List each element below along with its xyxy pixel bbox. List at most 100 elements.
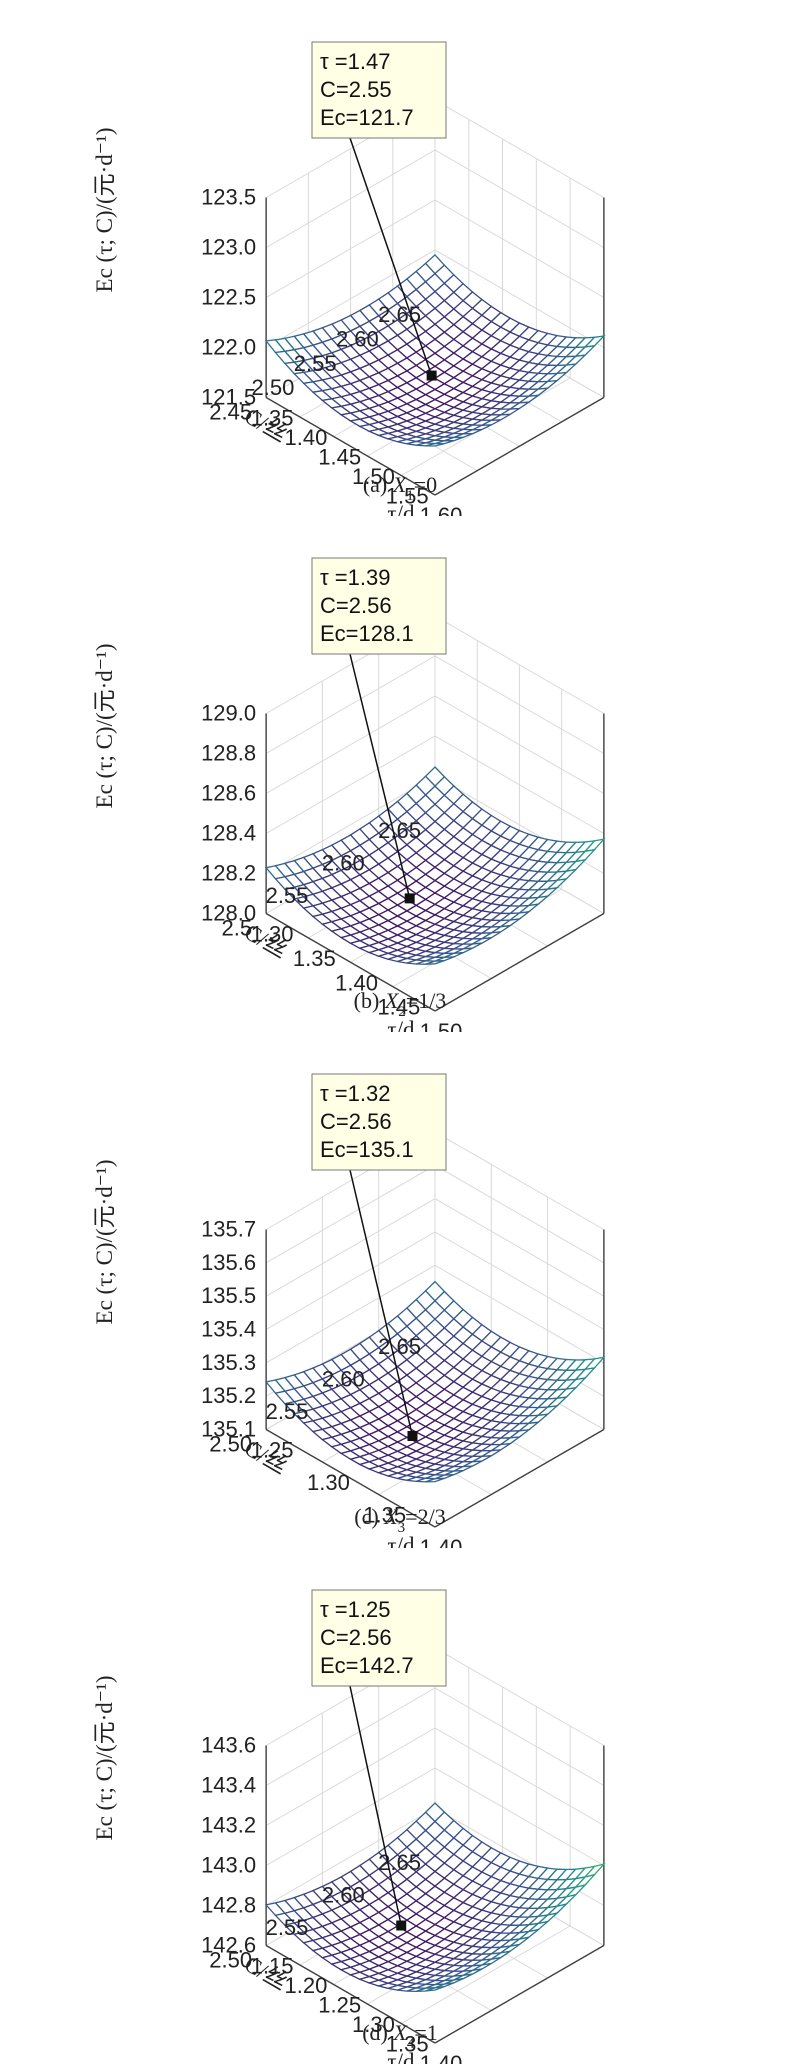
gridline-z <box>265 655 436 754</box>
gridline-z <box>434 1727 605 1826</box>
gridline-z <box>265 775 436 874</box>
y-tick-label: 2.50 <box>209 1432 252 1457</box>
z-axis-label: Ec (τ; C)/(元·d⁻¹) <box>92 644 117 809</box>
annotation-leader <box>349 137 433 376</box>
surface-cell <box>425 959 445 965</box>
gridline-x <box>400 1925 571 2024</box>
z-tick-label: 129.0 <box>201 701 256 726</box>
y-tick-label: 2.60 <box>322 851 365 876</box>
x-axis-label: τ/d <box>387 501 415 516</box>
surface-chart-3: 142.6142.8143.0143.2143.4143.62.502.552.… <box>92 1589 606 2065</box>
x-tick-label: 1.40 <box>284 425 327 450</box>
z-ticks: 121.5 122.0 122.5 123.0 123.5 <box>201 185 256 410</box>
axis-line <box>434 1428 605 1528</box>
y-tick-label: 2.65 <box>378 302 421 327</box>
gridline-z <box>434 1687 605 1786</box>
x-tick-label: 1.30 <box>251 922 294 947</box>
x-tick-label: 1.25 <box>251 1438 294 1463</box>
gridline-z <box>434 1264 605 1364</box>
gridline-z <box>265 1807 436 1906</box>
z-ticks: 135.1 135.2 135.3 135.4 135.5 135.6 135.7 <box>201 1217 256 1442</box>
x-tick-label: 1.25 <box>318 1993 361 2018</box>
x-ticks: 1.351.401.451.501.551.60 <box>251 406 463 517</box>
chart-caption: (d) X4=1 <box>362 2020 438 2052</box>
annotation-box <box>311 557 447 655</box>
axes-box <box>265 197 605 496</box>
x-tick-label: 1.50 <box>352 464 395 489</box>
axis-line <box>434 912 605 1012</box>
x-tick-label: 1.45 <box>377 995 420 1020</box>
x-ticks: 1.25 1.30 1.35 1.40 <box>251 1438 463 1549</box>
annotation-leader <box>349 1169 414 1437</box>
surface-mesh <box>264 1280 606 1483</box>
surface-mesh <box>264 1802 606 1993</box>
y-tick-label: 2.65 <box>378 818 421 843</box>
z-tick-label: 135.2 <box>201 1383 256 1408</box>
annotation-line: Ec=128.1 <box>320 621 414 646</box>
y-tick-label: 2.45 <box>209 400 252 425</box>
annotation-line: Ec=121.7 <box>320 105 414 130</box>
chart-panel-0: 121.5 122.0 122.5 123.0 123.5 2.45 2.50 2.55 2.6… <box>0 0 800 516</box>
z-axis-label: Ec (τ; C)/(元·d⁻¹) <box>92 1160 117 1325</box>
z-tick-label: 142.6 <box>201 1933 256 1958</box>
x-tick-label: 1.50 <box>420 1019 463 1032</box>
x-tick-label: 1.35 <box>363 1503 406 1528</box>
gridline-z <box>434 249 605 348</box>
surface-cell <box>425 1477 445 1483</box>
axes-box <box>265 1229 605 1528</box>
y-tick-label: 2.50 <box>209 1948 252 1973</box>
x-tick-label: 1.30 <box>307 1470 350 1495</box>
x-tick-label: 1.35 <box>293 946 336 971</box>
z-tick-label: 143.2 <box>201 1813 256 1838</box>
gridline-z <box>265 1164 436 1264</box>
gridline-z <box>265 1687 436 1786</box>
annotation-box <box>311 1073 447 1171</box>
z-ticks: 142.6 142.8 143.0 143.2 143.4 143.6 <box>201 1733 256 1958</box>
axis-line <box>265 1428 436 1528</box>
annotation-line: C=2.55 <box>320 77 392 102</box>
axes-box <box>265 1745 605 2044</box>
z-tick-label: 128.6 <box>201 781 256 806</box>
gridline-z <box>434 199 605 298</box>
z-tick-label: 135.1 <box>201 1417 256 1442</box>
z-tick-label: 128.8 <box>201 741 256 766</box>
optimum-point <box>407 1431 418 1441</box>
x-tick-label: 1.35 <box>251 406 294 431</box>
x-ticks: 1.151.201.251.301.351.40 <box>251 1954 463 2065</box>
z-tick-label: 142.8 <box>201 1893 256 1918</box>
gridline-z <box>265 1264 436 1364</box>
annotation-line: C=2.56 <box>320 1625 392 1650</box>
axis-line <box>434 1944 605 2044</box>
annotation-line: τ =1.39 <box>320 565 390 590</box>
x-tick-label: 1.40 <box>420 2051 463 2064</box>
surface-chart-0: 121.5122.0122.5123.0123.52.452.502.552.6… <box>92 41 606 517</box>
surface-mesh <box>264 766 606 965</box>
annotation-box <box>311 41 447 139</box>
x-tick-label: 1.30 <box>352 2012 395 2037</box>
optimum-point <box>396 1920 407 1931</box>
annotation-line: Ec=135.1 <box>320 1137 414 1162</box>
x-tick-label: 1.35 <box>386 2032 429 2057</box>
chart-panel-1: 128.0 128.2 128.4 128.6 128.8 129.0 2.5 2.55 2.6… <box>0 516 800 1032</box>
gridline-z <box>434 1198 605 1297</box>
x-tick-label: 1.15 <box>251 1954 294 1979</box>
axis-line <box>265 912 436 1012</box>
gridline-z <box>265 1198 436 1297</box>
gridline-z <box>434 149 605 248</box>
annotation-leader <box>349 1685 402 1926</box>
annotation-line: Ec=142.7 <box>320 1653 414 1678</box>
annotation-line: C=2.56 <box>320 1109 392 1134</box>
y-tick-label: 2.55 <box>266 1915 309 1940</box>
annotation-line: τ =1.25 <box>320 1597 390 1622</box>
y-ticks: 2.452.502.552.602.65 <box>209 302 421 425</box>
y-tick-label: 2.65 <box>378 1850 421 1875</box>
z-tick-label: 143.0 <box>201 1853 256 1878</box>
z-tick-label: 128.2 <box>201 861 256 886</box>
gridline-z <box>434 1131 605 1230</box>
y-ticks: 2.50 2.55 2.60 2.65 <box>209 1850 421 1973</box>
y-ticks: 2.5 2.55 2.60 2.65 <box>222 818 421 941</box>
chart-caption: (b) X2=1/3 <box>354 988 447 1020</box>
y-tick-label: 2.5 <box>222 916 253 941</box>
z-tick-label: 121.5 <box>201 385 256 410</box>
